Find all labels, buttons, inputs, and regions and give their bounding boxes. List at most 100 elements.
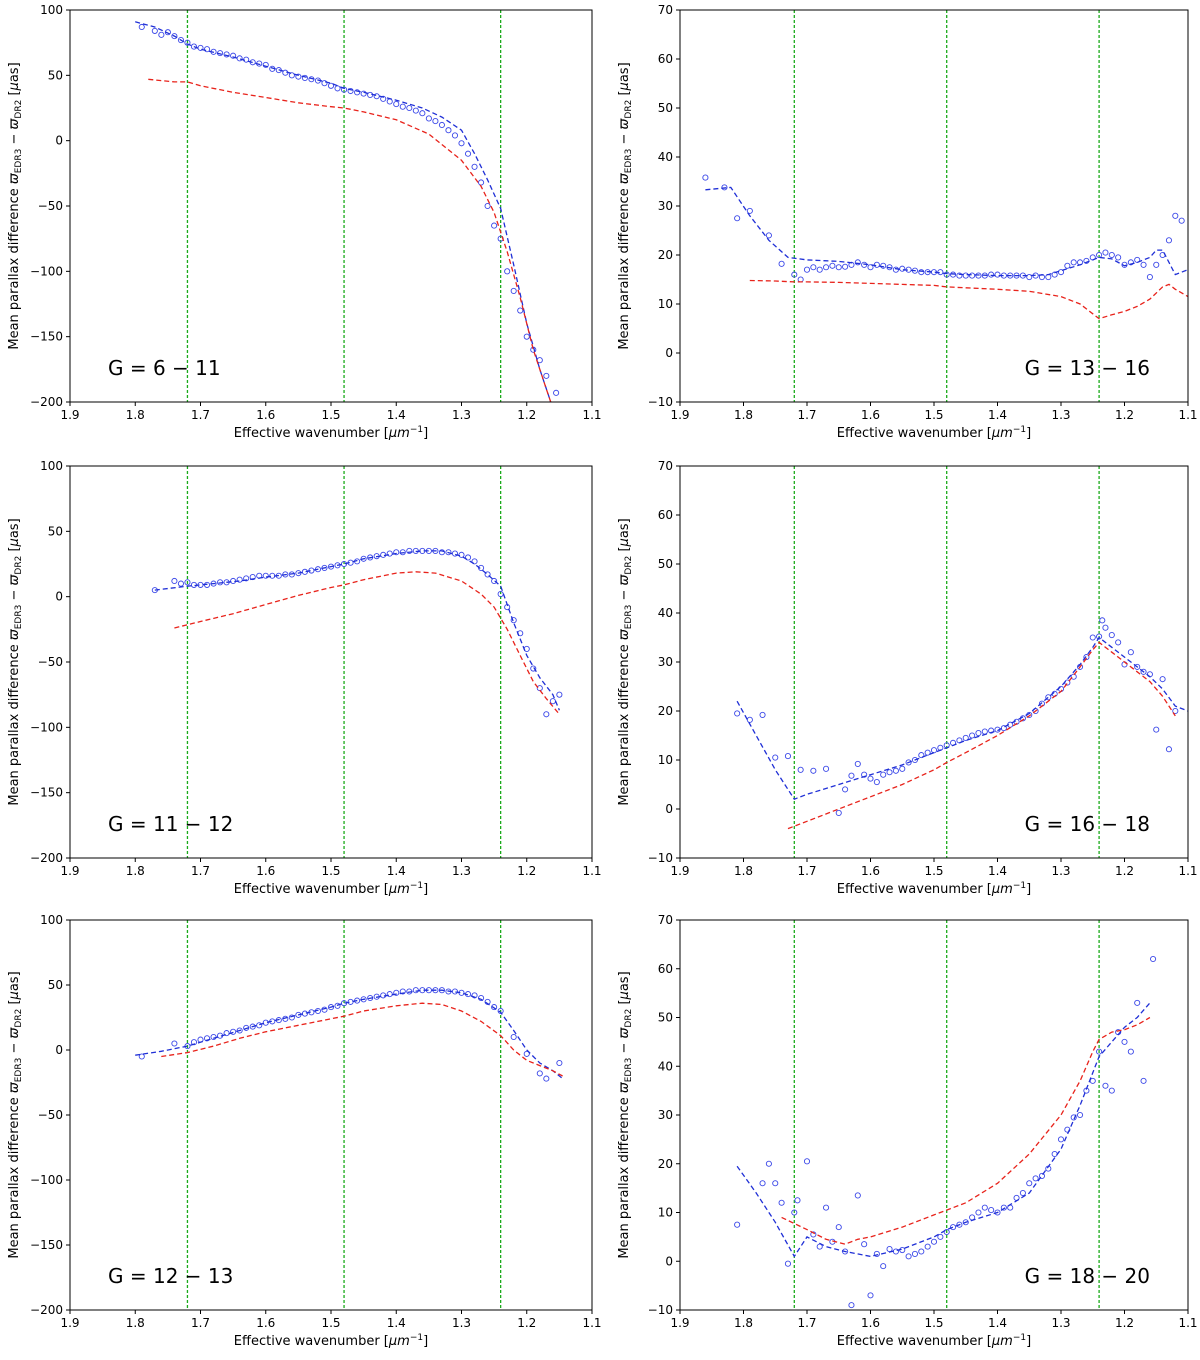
y-tick-label: 50 <box>48 524 63 538</box>
data-point <box>1070 673 1077 680</box>
data-point <box>556 691 563 698</box>
data-point <box>969 272 976 279</box>
y-tick-label: 0 <box>665 346 673 360</box>
data-point <box>1153 726 1160 733</box>
x-axis-label: Effective wavenumber [μm−1] <box>837 1333 1031 1349</box>
y-axis-label: Mean parallax difference ϖEDR3 − ϖDR2 [μ… <box>617 62 634 349</box>
y-tick-label: 40 <box>658 150 673 164</box>
data-point <box>937 1233 944 1240</box>
data-point <box>854 760 861 767</box>
data-point <box>491 1004 498 1011</box>
data-point <box>962 734 969 742</box>
data-point <box>981 1204 988 1211</box>
data-point <box>1134 256 1141 263</box>
data-point <box>478 179 485 186</box>
data-point <box>886 1246 893 1253</box>
data-point <box>873 1250 880 1257</box>
data-point <box>484 202 491 210</box>
data-point <box>842 263 849 270</box>
blue-fit-curve <box>736 1002 1151 1258</box>
data-point <box>354 89 361 96</box>
data-point <box>918 1248 925 1255</box>
data-point <box>478 994 485 1002</box>
y-axis-label: Mean parallax difference ϖEDR3 − ϖDR2 [μ… <box>7 518 24 805</box>
red-fit-curve <box>148 78 552 402</box>
data-point <box>867 775 874 782</box>
data-point <box>829 262 836 269</box>
x-tick-label: 1.1 <box>1178 408 1197 422</box>
x-tick-label: 1.6 <box>861 1316 880 1330</box>
data-point <box>867 264 874 271</box>
data-point <box>1108 1087 1115 1094</box>
data-point <box>399 103 406 110</box>
plot-area <box>135 21 560 402</box>
data-point <box>445 127 452 134</box>
data-point <box>823 264 830 271</box>
y-tick-label: 50 <box>48 68 63 82</box>
y-tick-label: −10 <box>648 395 673 409</box>
data-point <box>772 1180 779 1187</box>
x-tick-label: 1.4 <box>988 864 1007 878</box>
data-point <box>848 1302 855 1309</box>
y-tick-label: 30 <box>658 199 673 213</box>
data-point <box>1134 663 1141 670</box>
data-point <box>504 268 511 275</box>
y-tick-label: 50 <box>658 101 673 115</box>
data-point <box>759 711 766 718</box>
data-point <box>464 150 472 157</box>
data-point <box>334 85 341 92</box>
chart-panel: 1.9 1.8 1.7 1.6 1.5 1.4 1.3 1.2 1.1 70 60 50 40 30 20 1… <box>617 913 1198 1349</box>
chart-panel: 1.9 1.8 1.7 1.6 1.5 1.4 1.3 1.2 1.1 100 50 0 −50 −100… <box>7 459 602 897</box>
data-point <box>393 989 400 996</box>
x-tick-label: 1.6 <box>256 408 275 422</box>
y-tick-label: 0 <box>665 1254 673 1268</box>
data-point <box>765 1160 772 1167</box>
data-point <box>360 90 367 97</box>
data-point <box>778 1199 785 1206</box>
y-tick-label: 100 <box>40 459 63 473</box>
data-point <box>759 1180 766 1187</box>
blue-fit-curve <box>135 989 564 1080</box>
data-point <box>835 809 842 816</box>
data-point <box>842 786 849 793</box>
data-point <box>892 767 899 774</box>
data-point <box>810 264 817 271</box>
data-point <box>1099 617 1106 624</box>
data-point <box>810 767 817 774</box>
data-point <box>419 110 426 117</box>
data-point <box>784 753 792 760</box>
data-point <box>510 287 517 294</box>
red-fit-curve <box>749 279 1188 320</box>
data-point <box>491 222 498 229</box>
data-point <box>905 1253 912 1260</box>
data-point <box>1096 1048 1103 1055</box>
y-tick-label: 50 <box>48 978 63 992</box>
y-tick-label: −10 <box>648 851 673 865</box>
x-tick-label: 1.4 <box>387 1316 406 1330</box>
data-point <box>873 779 880 786</box>
data-point <box>784 1260 792 1267</box>
data-point <box>177 37 184 44</box>
y-tick-label: −200 <box>30 1303 63 1317</box>
magnitude-range-label: G = 11 − 12 <box>108 812 233 836</box>
data-point <box>1165 237 1172 244</box>
data-point <box>471 558 478 565</box>
data-point <box>471 163 478 170</box>
data-point <box>1140 1077 1147 1084</box>
data-point <box>886 769 893 776</box>
magnitude-range-label: G = 18 − 20 <box>1025 1264 1150 1288</box>
data-point <box>1121 261 1128 268</box>
y-tick-label: −150 <box>30 330 63 344</box>
data-point <box>347 87 354 95</box>
data-point <box>1127 1048 1134 1055</box>
x-tick-label: 1.6 <box>861 864 880 878</box>
x-tick-label: 1.7 <box>797 864 816 878</box>
data-point <box>1172 707 1179 715</box>
data-point <box>497 1007 504 1015</box>
data-point <box>899 265 906 272</box>
data-point <box>905 759 912 766</box>
data-point <box>778 260 785 267</box>
data-point <box>1140 261 1147 268</box>
data-point <box>249 1023 256 1030</box>
